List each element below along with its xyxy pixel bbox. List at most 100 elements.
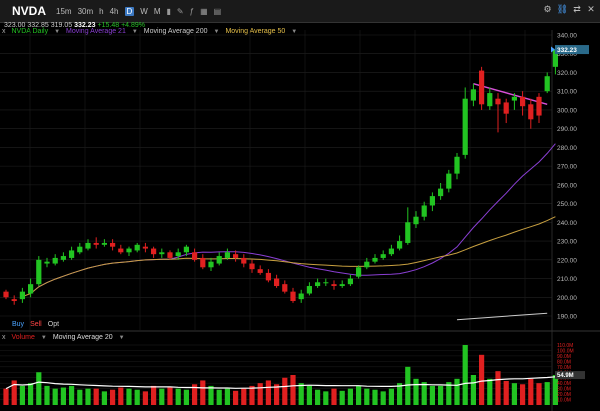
timeframe-15m[interactable]: 15m xyxy=(56,6,72,16)
volume-current-label: 54.9M xyxy=(557,373,574,379)
volume-bar xyxy=(265,380,271,405)
high-value: 332.85 xyxy=(27,22,49,29)
indicator-icon[interactable]: ƒ xyxy=(189,6,195,16)
price-tick-label: 290.00 xyxy=(557,126,577,133)
volume-bar xyxy=(397,383,403,405)
volume-bar xyxy=(28,383,34,405)
timeframe-m[interactable]: M xyxy=(153,6,161,16)
candle-body xyxy=(110,242,116,247)
volume-bar xyxy=(388,388,394,405)
settings-icon[interactable]: ⚙ xyxy=(543,4,552,14)
volume-bar xyxy=(429,385,435,405)
legend-ma21[interactable]: Moving Average 21 xyxy=(66,28,126,35)
candle-body xyxy=(167,252,173,258)
change-percent: +4.89% xyxy=(121,22,145,29)
candle-body xyxy=(356,267,362,277)
template-icon[interactable]: ▤ xyxy=(213,6,222,16)
candle-body xyxy=(142,246,148,249)
volume-bar xyxy=(85,388,91,405)
candle-body xyxy=(306,286,312,294)
chevron-down-icon[interactable]: ▼ xyxy=(291,28,298,35)
link-icon[interactable]: ⛓ xyxy=(556,4,568,14)
price-tick-label: 200.00 xyxy=(557,295,577,302)
trendline xyxy=(473,83,548,105)
chevron-down-icon[interactable]: ▼ xyxy=(54,28,61,35)
candle-body xyxy=(200,257,206,268)
candle-body xyxy=(323,282,329,284)
volume-tick-label: 20.0M xyxy=(557,392,571,398)
legend-ma50[interactable]: Moving Average 50 xyxy=(225,28,286,35)
chart-toolbar: NVDA 15m 30m h 4h D W M ▮ ✎ ƒ ▦ ▤ ⚙ ⛓ ⇄ … xyxy=(0,0,600,23)
candle-body xyxy=(224,252,230,258)
trade-buttons: Buy Sell Opt xyxy=(12,321,59,328)
volume-bar xyxy=(487,378,493,405)
legend-volume[interactable]: Volume xyxy=(11,334,35,341)
volume-ma-line xyxy=(5,376,556,390)
remove-volume-icon[interactable]: x xyxy=(2,334,6,341)
candle-body xyxy=(3,291,9,298)
candle-body xyxy=(528,104,534,120)
candle-body xyxy=(60,256,66,260)
candle-body xyxy=(405,222,411,243)
volume-bar xyxy=(101,391,107,405)
chevron-down-icon[interactable]: ▼ xyxy=(40,334,47,341)
legend-ma200[interactable]: Moving Average 200 xyxy=(143,28,208,35)
volume-bar xyxy=(241,388,247,405)
volume-bar xyxy=(118,387,124,405)
price-axis: 340.00 330.00 320.00 310.00 300.00 290.00 280.… xyxy=(551,33,589,321)
close-icon[interactable]: ✕ xyxy=(587,4,595,14)
volume-bar xyxy=(77,389,83,405)
volume-bar xyxy=(69,385,75,405)
candle-body xyxy=(372,257,378,262)
candle-body xyxy=(159,252,165,255)
volume-bar xyxy=(142,391,148,405)
ticker-symbol[interactable]: NVDA xyxy=(12,4,47,18)
candle-body xyxy=(364,261,370,268)
volume-bar xyxy=(192,384,198,405)
timeframe-w[interactable]: W xyxy=(140,6,148,16)
volume-bar xyxy=(36,372,42,405)
remove-series-icon[interactable]: x xyxy=(2,28,6,35)
candle-body xyxy=(347,278,353,285)
timeframe-30m[interactable]: 30m xyxy=(77,6,94,16)
chart-grid xyxy=(0,30,600,411)
timeframe-4h[interactable]: 4h xyxy=(109,6,119,16)
volume-bar xyxy=(290,375,296,405)
candle-body xyxy=(241,257,247,264)
candle-body xyxy=(552,49,558,67)
volume-tick-label: 70.0M xyxy=(557,365,571,371)
grid-icon[interactable]: ▦ xyxy=(200,6,208,16)
options-button[interactable]: Opt xyxy=(47,321,60,328)
price-tick-label: 320.00 xyxy=(557,70,577,77)
candle-body xyxy=(151,248,157,255)
legend-volume-ma[interactable]: Moving Average 20 xyxy=(52,334,113,341)
chevron-down-icon[interactable]: ▼ xyxy=(131,28,138,35)
volume-bar xyxy=(462,345,468,405)
candle-type-icon[interactable]: ▮ xyxy=(166,6,171,16)
volume-axis: 110.0M100.0M90.0M80.0M70.0M60.0M50.0M40.… xyxy=(555,343,585,404)
volume-bar xyxy=(175,388,181,405)
candle-body xyxy=(192,252,198,260)
volume-bar xyxy=(364,388,370,405)
buy-button[interactable]: Buy xyxy=(12,321,25,328)
current-price-tag xyxy=(555,45,589,55)
timeframe-d[interactable]: D xyxy=(124,6,135,16)
sync-icon[interactable]: ⇄ xyxy=(573,4,581,14)
sell-button[interactable]: Sell xyxy=(30,321,42,328)
volume-bar xyxy=(126,388,132,405)
draw-icon[interactable]: ✎ xyxy=(176,6,184,16)
price-tick-label: 300.00 xyxy=(557,107,577,114)
volume-bar xyxy=(282,377,288,405)
candle-body xyxy=(536,96,542,116)
chevron-down-icon[interactable]: ▼ xyxy=(118,334,125,341)
candle-body xyxy=(495,98,501,105)
chevron-down-icon[interactable]: ▼ xyxy=(213,28,220,35)
candle-body xyxy=(421,205,427,217)
timeframe-h[interactable]: h xyxy=(99,6,104,16)
volume-legend: x Volume ▼ Moving Average 20 ▼ xyxy=(2,334,125,341)
candle-body xyxy=(28,284,34,294)
candle-body xyxy=(216,256,222,264)
volume-tick-label: 30.0M xyxy=(557,387,571,393)
candle-body xyxy=(77,246,83,253)
